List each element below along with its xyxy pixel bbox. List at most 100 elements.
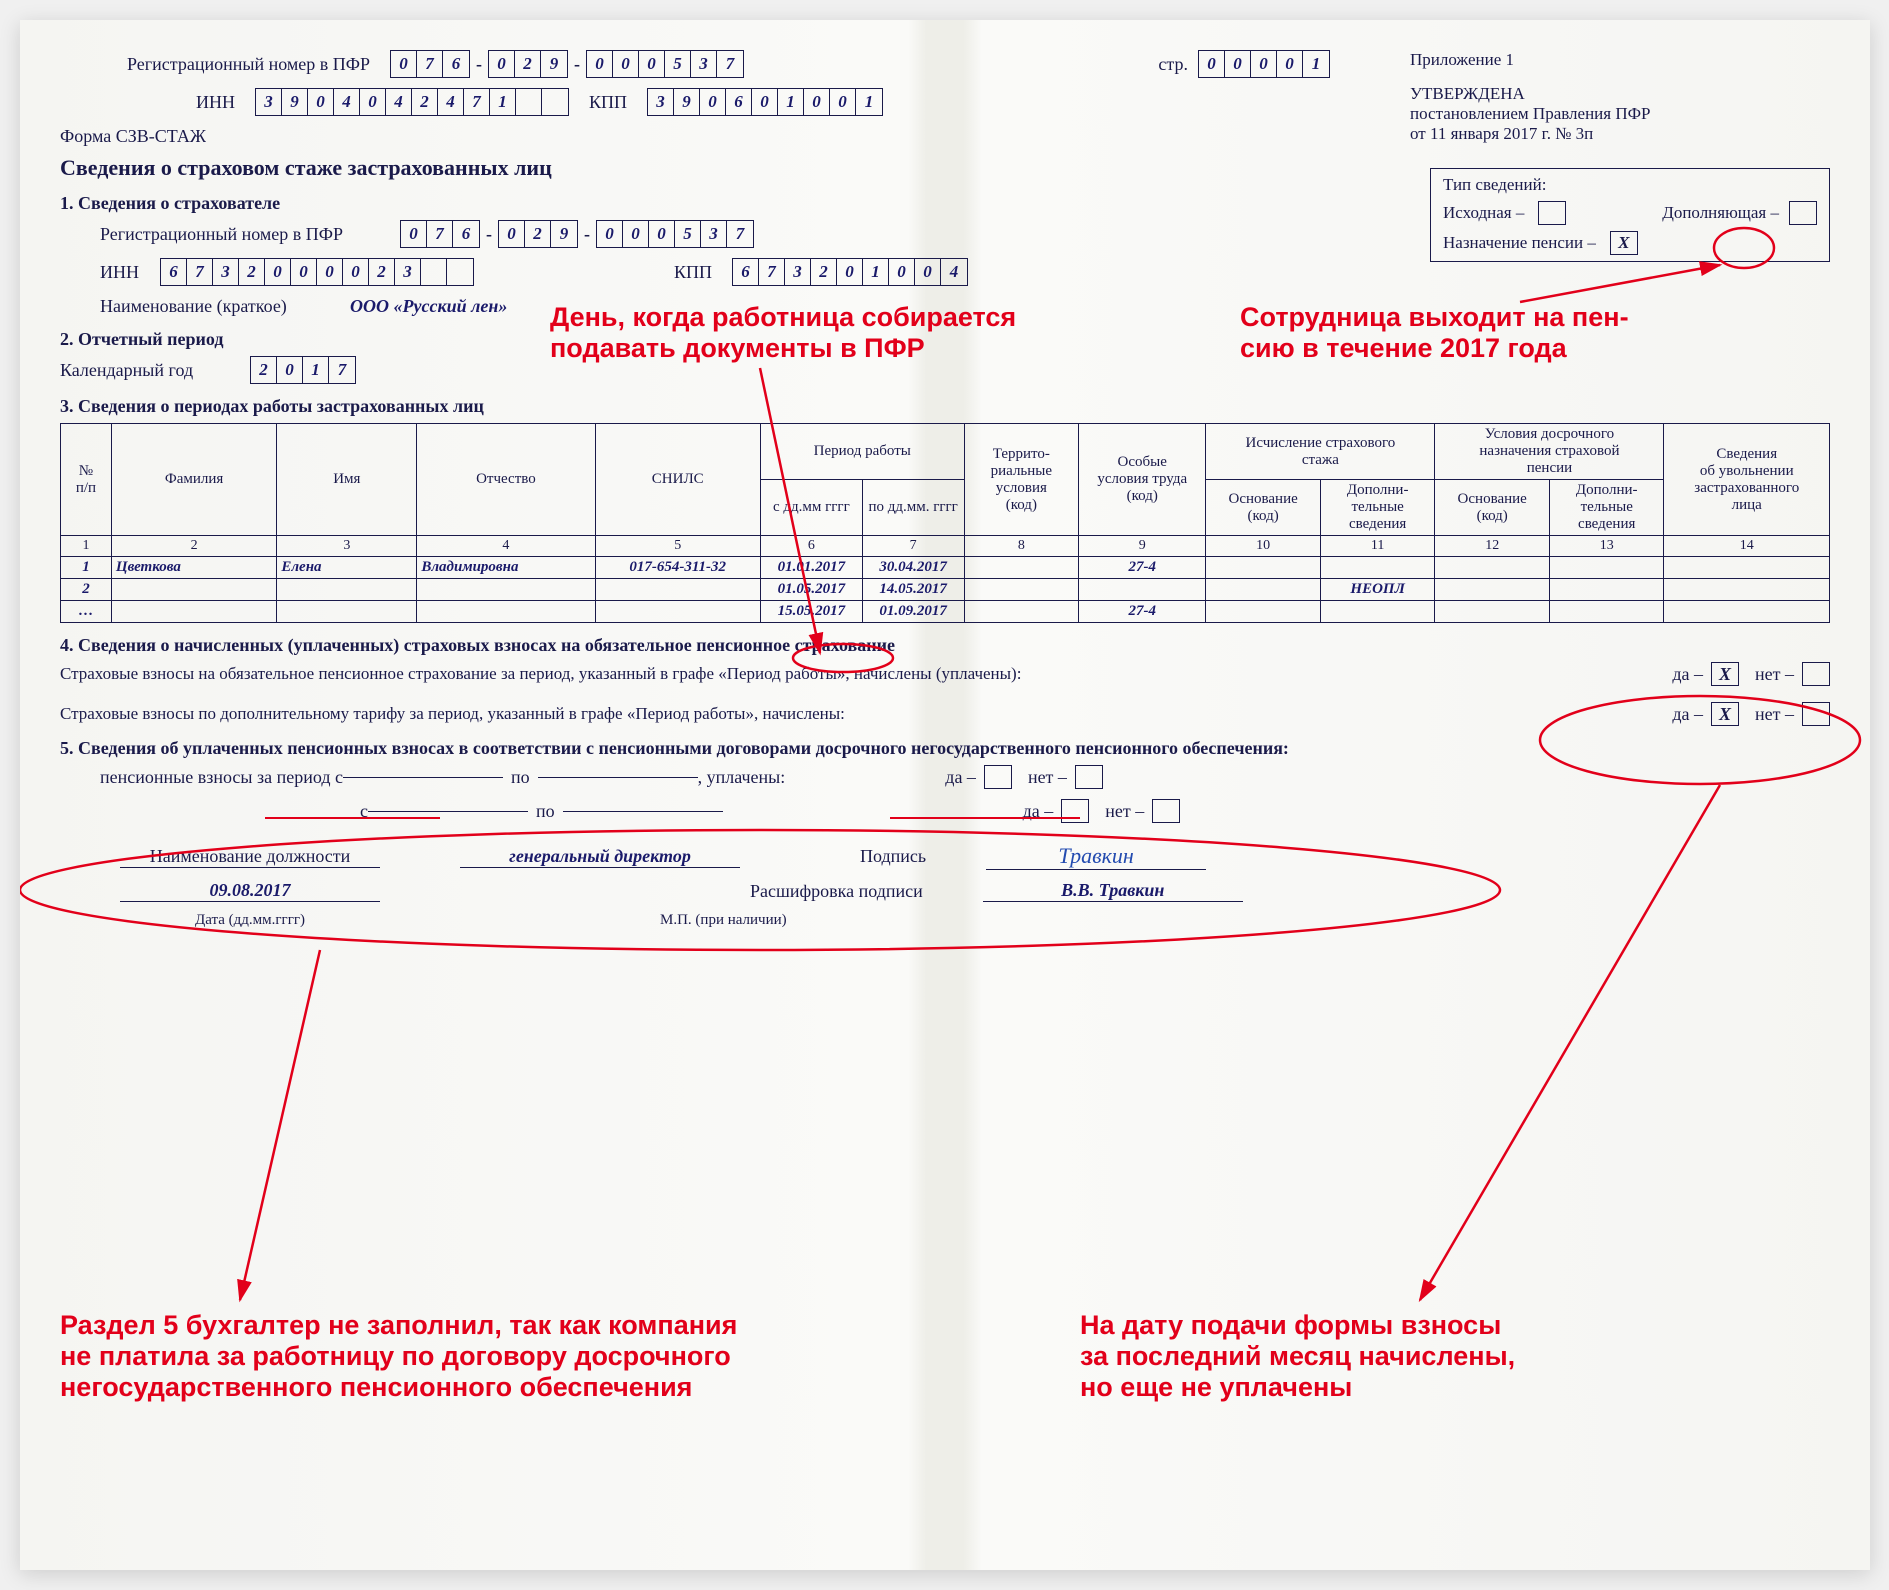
sec4-line1: Страховые взносы на обязательное пенсион… [60,664,1021,684]
th-period: Период работы [760,424,964,480]
sec5-net2: нет – [1105,801,1144,822]
th-terr: Террито- риальные условия (код) [964,424,1079,536]
sec5-to2[interactable] [563,811,723,812]
inn-label: ИНН [60,92,255,113]
sec4-line2: Страховые взносы по дополнительному тари… [60,704,845,724]
table-body: 1ЦветковаЕленаВладимировна017-654-311-32… [61,557,1830,623]
sec4-chk-da2[interactable]: X [1711,702,1739,726]
sig-label: Подпись [860,846,926,867]
th-sdop: Дополни- тельные сведения [1320,480,1435,536]
th-otch: Отчество [417,424,595,536]
type-box: Тип сведений: Исходная – Дополняющая – Н… [1430,168,1830,262]
sec1-kpp: 673201004 [732,258,968,286]
sec5-chk-da2[interactable] [1061,799,1089,823]
sec5-upl: , уплачены: [698,767,786,788]
sec5-net1: нет – [1028,767,1067,788]
sec5-from1[interactable] [343,777,503,778]
approved-date: от 11 января 2017 г. № 3п [1410,124,1830,144]
th-fam: Фамилия [111,424,276,536]
annot-4: На дату подачи формы взносы за последний… [1080,1310,1560,1403]
approved: УТВЕРЖДЕНА [1410,84,1830,104]
sec5-da1: да – [945,767,976,788]
type-opt3: Назначение пенсии – [1443,233,1596,253]
date-val: 09.08.2017 [120,880,380,902]
approved-by: постановлением Правления ПФР [1410,104,1830,124]
sec1-name-val: ООО «Русский лен» [350,296,507,317]
sec1-kpp-label: КПП [674,262,712,283]
sec1-name-label: Наименование (краткое) [100,296,350,317]
page-box: 00001 [1198,50,1330,78]
sec1-reg1: 076 [400,220,480,248]
sec2-label: Календарный год [60,360,250,381]
table-row: 1ЦветковаЕленаВладимировна017-654-311-32… [61,557,1830,579]
ras-label: Расшифровка подписи [750,881,923,902]
mp-label: М.П. (при наличии) [660,912,787,929]
page-label: стр. [1158,54,1188,75]
type-chk3[interactable]: X [1610,231,1638,255]
sec4-title: 4. Сведения о начисленных (уплаченных) с… [60,635,1830,656]
sec1-reg2: 029 [498,220,578,248]
reg-box-2: 029 [488,50,568,78]
annot-3: Раздел 5 бухгалтер не заполнил, так как … [60,1310,780,1403]
pos-label: Наименование должности [120,846,380,868]
ras-val: В.В. Травкин [983,880,1243,902]
sec4-chk-net1[interactable] [1802,662,1830,686]
sec4-da1: да – [1672,664,1703,685]
sec5-to1[interactable] [538,777,698,778]
sec4-chk-da1[interactable]: X [1711,662,1739,686]
right-block: Приложение 1 УТВЕРЖДЕНА постановлением П… [1410,50,1830,144]
sec1-reg3: 000537 [596,220,754,248]
inn-box: 3904042471 [255,88,569,116]
type-chk2[interactable] [1789,201,1817,225]
annot-2: Сотрудница выходит на пен- сию в течение… [1240,302,1670,364]
th-posn: Основание (код) [1435,480,1550,536]
sec1-reg-label: Регистрационный номер в ПФР [100,224,400,245]
pos-val: генеральный директор [460,846,740,868]
table-row: …15.05.201701.09.201727-4 [61,601,1830,623]
sec5-da2: да – [1023,801,1054,822]
th-pdop: Дополни- тельные сведения [1549,480,1664,536]
th-cond: Особые условия труда (код) [1079,424,1206,536]
reg-label: Регистрационный номер в ПФР [60,54,390,75]
th-snils: СНИЛС [595,424,760,536]
type-chk1[interactable] [1538,201,1566,225]
sec4-chk-net2[interactable] [1802,702,1830,726]
reg-box-3: 000537 [586,50,744,78]
th-stazh: Исчисление страхового стажа [1206,424,1435,480]
sec4-net2: нет – [1755,704,1794,725]
date-label: Дата (дд.мм.гггг) [120,912,380,929]
sec2-year: 2017 [250,356,356,384]
th-name: Имя [277,424,417,536]
sec5-po1: по [511,767,530,788]
sec5-chk-da1[interactable] [984,765,1012,789]
sec4-da2: да – [1672,704,1703,725]
sec3-title: 3. Сведения о периодах работы застрахова… [60,396,1830,417]
th-to: по дд.мм. гггг [862,480,964,536]
sig-val: Травкин [986,843,1206,870]
th-sosn: Основание (код) [1206,480,1321,536]
data-table: № п/п Фамилия Имя Отчество СНИЛС Период … [60,423,1830,623]
reg-box-1: 076 [390,50,470,78]
kpp-label: КПП [589,92,627,113]
sec5-title: 5. Сведения об уплаченных пенсионных взн… [60,738,1830,759]
table-row: 201.05.201714.05.2017НЕОПЛ [61,579,1830,601]
th-pens: Условия досрочного назначения страховой … [1435,424,1664,480]
sec5-from2[interactable] [368,811,528,812]
type-opt1: Исходная – [1443,203,1524,223]
sec4-net1: нет – [1755,664,1794,685]
th-n: № п/п [61,424,112,536]
sec5-chk-net1[interactable] [1075,765,1103,789]
annot-1: День, когда работница собирается подават… [550,302,1040,364]
th-from: с дд.мм гггг [760,480,862,536]
kpp-box: 390601001 [647,88,883,116]
sec5-row1: пенсионные взносы за период с [100,767,343,788]
form-page: Регистрационный номер в ПФР 076 - 029 - … [20,20,1870,1570]
th-dis: Сведения об увольнении застрахованного л… [1664,424,1830,536]
appendix: Приложение 1 [1410,50,1830,70]
type-title: Тип сведений: [1443,175,1817,195]
sec5-chk-net2[interactable] [1152,799,1180,823]
sec1-inn: 6732000023 [160,258,474,286]
sec1-inn-label: ИНН [100,262,160,283]
sec5-po2: по [536,801,555,822]
type-opt2: Дополняющая – [1662,203,1779,223]
